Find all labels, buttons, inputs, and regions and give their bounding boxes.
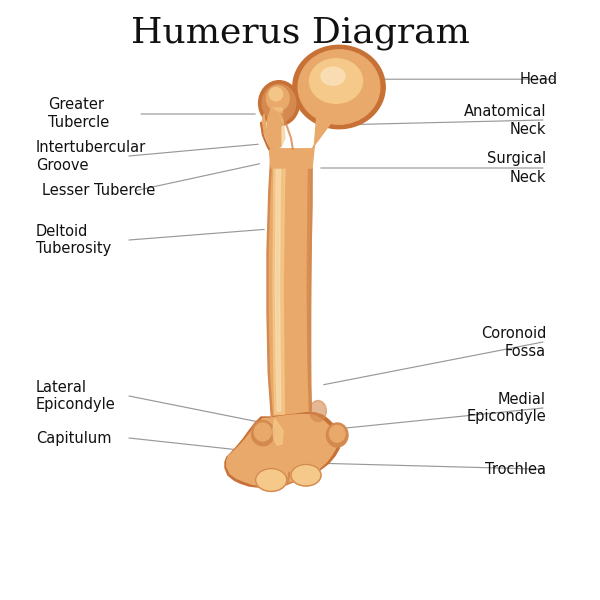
Polygon shape xyxy=(267,108,281,149)
Ellipse shape xyxy=(266,86,289,111)
Text: Lesser Tubercle: Lesser Tubercle xyxy=(42,183,155,198)
Polygon shape xyxy=(273,419,283,445)
Ellipse shape xyxy=(310,59,362,103)
Polygon shape xyxy=(225,413,341,487)
Text: Capitulum: Capitulum xyxy=(36,431,112,445)
Ellipse shape xyxy=(310,401,326,421)
Text: Surgical
Neck: Surgical Neck xyxy=(487,151,546,185)
Ellipse shape xyxy=(259,81,299,126)
Text: Medial
Epicondyle: Medial Epicondyle xyxy=(466,391,546,425)
Ellipse shape xyxy=(329,425,345,442)
Ellipse shape xyxy=(291,464,321,486)
Ellipse shape xyxy=(269,88,283,101)
Ellipse shape xyxy=(256,469,287,491)
Text: Greater
Tubercle: Greater Tubercle xyxy=(48,97,109,130)
Polygon shape xyxy=(269,149,310,423)
Text: Anatomical
Neck: Anatomical Neck xyxy=(464,103,546,136)
Ellipse shape xyxy=(326,423,348,447)
Ellipse shape xyxy=(262,85,296,122)
Polygon shape xyxy=(267,149,312,423)
Text: Deltoid
Tuberosity: Deltoid Tuberosity xyxy=(36,223,111,257)
Ellipse shape xyxy=(321,67,345,85)
Polygon shape xyxy=(272,108,285,147)
Polygon shape xyxy=(273,151,286,414)
Polygon shape xyxy=(227,415,337,485)
Text: Humerus Diagram: Humerus Diagram xyxy=(131,16,469,50)
Text: Trochlea: Trochlea xyxy=(485,462,546,476)
Polygon shape xyxy=(261,87,342,168)
Text: Lateral
Epicondyle: Lateral Epicondyle xyxy=(36,379,116,413)
Text: Coronoid
Fossa: Coronoid Fossa xyxy=(481,325,546,358)
Ellipse shape xyxy=(298,50,380,124)
Polygon shape xyxy=(275,153,281,411)
Ellipse shape xyxy=(293,45,385,128)
Text: Head: Head xyxy=(520,72,558,87)
Polygon shape xyxy=(307,168,312,423)
Ellipse shape xyxy=(251,421,274,446)
Ellipse shape xyxy=(254,423,271,441)
Text: Intertubercular
Groove: Intertubercular Groove xyxy=(36,139,146,173)
